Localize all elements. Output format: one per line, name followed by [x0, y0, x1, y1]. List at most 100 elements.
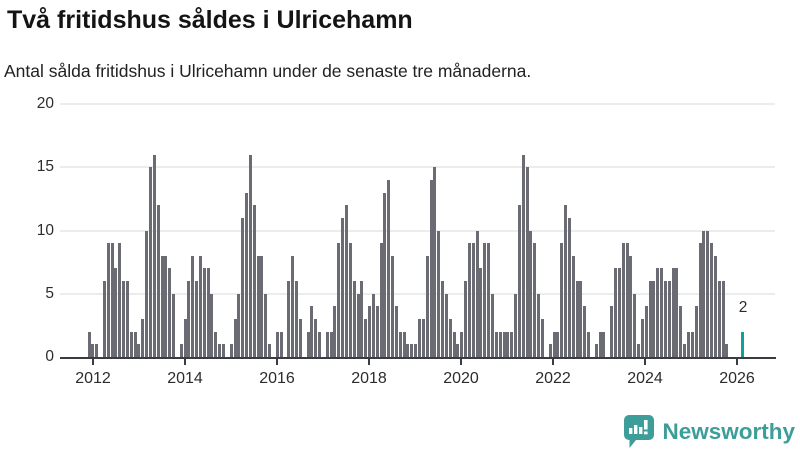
- bar-highlight-latest: [740, 331, 744, 357]
- bar: [675, 268, 679, 357]
- bar: [398, 331, 402, 357]
- bar: [268, 344, 272, 357]
- bar: [417, 319, 421, 357]
- highlight-value-label: 2: [738, 299, 748, 316]
- bar: [521, 154, 525, 357]
- bar: [368, 306, 372, 357]
- bar: [122, 281, 126, 357]
- bar: [114, 268, 118, 357]
- bar: [583, 306, 587, 357]
- bar: [491, 293, 494, 357]
- x-tick-2018: [368, 359, 370, 365]
- bar: [371, 293, 375, 357]
- bar: [644, 306, 648, 357]
- bar: [198, 255, 202, 357]
- bar: [683, 344, 687, 357]
- x-tick-label-2026: 2026: [719, 370, 755, 387]
- bar: [87, 331, 91, 357]
- bar: [637, 344, 641, 357]
- bar: [483, 243, 487, 357]
- bar: [168, 268, 172, 357]
- bar: [314, 319, 318, 357]
- bar: [106, 243, 110, 357]
- bar: [125, 281, 129, 357]
- bar: [640, 319, 644, 357]
- bar: [502, 331, 506, 357]
- y-tick-label-15: 15: [36, 158, 54, 176]
- bar: [710, 243, 714, 357]
- bar: [310, 306, 314, 357]
- bar: [329, 331, 333, 357]
- bar: [487, 243, 491, 357]
- bar: [306, 331, 310, 357]
- bar: [540, 319, 544, 357]
- bar: [414, 344, 418, 357]
- bar: [494, 331, 498, 357]
- bar: [610, 306, 614, 357]
- bar: [387, 179, 391, 357]
- bar: [110, 243, 114, 357]
- bar: [648, 281, 652, 357]
- bar: [471, 243, 475, 357]
- gridline-20: [60, 103, 775, 105]
- bar: [337, 243, 341, 357]
- bar: [160, 255, 164, 357]
- y-tick-label-5: 5: [45, 284, 54, 302]
- bar: [333, 306, 337, 357]
- bar: [295, 281, 299, 357]
- bar: [318, 331, 322, 357]
- bar: [633, 293, 637, 357]
- bar: [425, 255, 429, 357]
- bar: [721, 281, 725, 357]
- bar: [448, 319, 452, 357]
- bar: [663, 281, 667, 357]
- bar: [391, 255, 395, 357]
- bar: [291, 255, 295, 357]
- y-tick-label-20: 20: [36, 95, 54, 112]
- bar: [156, 205, 160, 357]
- bar: [152, 154, 156, 357]
- bar: [344, 205, 348, 357]
- chart-title: Två fritidshus såldes i Ulricehamn: [7, 6, 413, 34]
- bar: [464, 281, 468, 357]
- x-tick-2022: [552, 359, 554, 365]
- bar: [717, 281, 721, 357]
- bar: [279, 331, 283, 357]
- bar: [475, 230, 479, 357]
- bar: [245, 192, 249, 357]
- x-tick-label-2020: 2020: [443, 370, 479, 387]
- bar: [364, 319, 368, 357]
- bar: [102, 281, 106, 357]
- bar: [421, 319, 425, 357]
- bar: [467, 243, 471, 357]
- bar: [95, 344, 99, 357]
- bar: [598, 331, 602, 357]
- x-tick-2020: [460, 359, 462, 365]
- bar: [275, 331, 279, 357]
- bar: [195, 281, 199, 357]
- bar: [237, 293, 241, 357]
- bar: [679, 306, 683, 357]
- bar: [375, 306, 379, 357]
- chart-subtitle: Antal sålda fritidshus i Ulricehamn unde…: [4, 61, 532, 81]
- x-tick-label-2018: 2018: [351, 370, 387, 387]
- bar: [133, 331, 137, 357]
- bar: [264, 293, 268, 357]
- gridline-15: [60, 166, 775, 169]
- bar: [252, 205, 256, 357]
- x-tick-2016: [276, 359, 278, 365]
- bar: [652, 281, 656, 357]
- bar: [433, 167, 437, 357]
- bar: [287, 281, 291, 357]
- gridline-10: [60, 229, 775, 232]
- bar: [210, 293, 214, 357]
- bar: [621, 243, 625, 357]
- gridline-5: [60, 292, 775, 295]
- bar: [187, 281, 191, 357]
- bar: [687, 331, 690, 357]
- y-tick-label-0: 0: [45, 348, 54, 365]
- x-tick-label-2022: 2022: [535, 370, 571, 387]
- bar: [118, 243, 122, 357]
- bar: [191, 255, 195, 357]
